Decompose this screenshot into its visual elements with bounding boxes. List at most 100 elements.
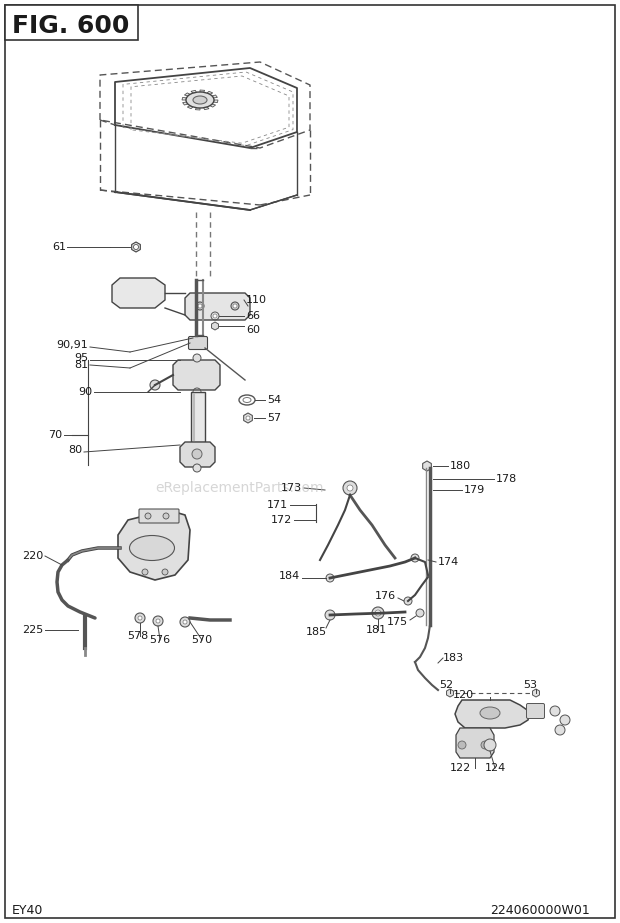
Circle shape: [153, 616, 163, 626]
Text: 60: 60: [246, 325, 260, 335]
Circle shape: [196, 302, 204, 310]
Circle shape: [150, 380, 160, 390]
Ellipse shape: [186, 92, 214, 108]
Circle shape: [326, 574, 334, 582]
Text: 54: 54: [267, 395, 281, 405]
Circle shape: [231, 302, 239, 310]
Polygon shape: [212, 95, 218, 98]
Circle shape: [481, 741, 489, 749]
Ellipse shape: [193, 96, 207, 104]
Polygon shape: [182, 98, 187, 100]
Text: 183: 183: [443, 653, 464, 663]
Polygon shape: [173, 360, 220, 390]
Circle shape: [550, 706, 560, 716]
Polygon shape: [211, 322, 218, 330]
Text: 66: 66: [246, 311, 260, 321]
Ellipse shape: [243, 398, 251, 402]
Circle shape: [458, 741, 466, 749]
Circle shape: [145, 513, 151, 519]
Circle shape: [198, 304, 202, 308]
Circle shape: [372, 607, 384, 619]
Circle shape: [325, 610, 335, 620]
Bar: [191, 392, 205, 442]
Polygon shape: [183, 102, 188, 105]
Circle shape: [163, 513, 169, 519]
Text: 80: 80: [68, 445, 82, 455]
FancyBboxPatch shape: [188, 337, 208, 350]
Text: 175: 175: [387, 617, 408, 627]
Polygon shape: [185, 293, 250, 320]
Text: 61: 61: [52, 242, 66, 252]
Circle shape: [375, 610, 381, 616]
Polygon shape: [112, 278, 165, 308]
Text: 57: 57: [267, 413, 281, 423]
Text: 171: 171: [267, 500, 288, 510]
Text: 81: 81: [74, 360, 88, 370]
FancyBboxPatch shape: [139, 509, 179, 523]
Polygon shape: [200, 90, 205, 92]
Text: EY40: EY40: [12, 904, 43, 917]
Text: FIG. 600: FIG. 600: [12, 14, 130, 38]
Circle shape: [246, 416, 250, 420]
Polygon shape: [207, 91, 213, 94]
Ellipse shape: [130, 535, 174, 560]
Polygon shape: [203, 107, 209, 110]
Text: 179: 179: [464, 485, 485, 495]
Circle shape: [193, 464, 201, 472]
Text: 176: 176: [375, 591, 396, 601]
Text: 224060000W01: 224060000W01: [490, 904, 590, 917]
Text: 122: 122: [450, 763, 471, 773]
Circle shape: [138, 616, 142, 620]
Circle shape: [193, 354, 201, 362]
Polygon shape: [244, 413, 252, 423]
Text: 172: 172: [271, 515, 292, 525]
Text: 225: 225: [22, 625, 43, 635]
Polygon shape: [210, 104, 216, 107]
Polygon shape: [195, 108, 200, 110]
Text: 184: 184: [279, 571, 300, 581]
Polygon shape: [191, 90, 197, 93]
Text: 120: 120: [453, 690, 474, 700]
Polygon shape: [180, 442, 215, 467]
Text: 90,91: 90,91: [56, 340, 88, 350]
Circle shape: [555, 725, 565, 735]
Circle shape: [133, 245, 138, 249]
Text: 220: 220: [22, 551, 43, 561]
Polygon shape: [118, 510, 190, 580]
Circle shape: [213, 314, 217, 318]
Polygon shape: [213, 100, 218, 102]
Circle shape: [183, 620, 187, 624]
Circle shape: [135, 613, 145, 623]
Text: eReplacementParts.com: eReplacementParts.com: [156, 481, 324, 495]
Text: 110: 110: [246, 295, 267, 305]
Text: 181: 181: [365, 625, 386, 635]
Circle shape: [142, 569, 148, 575]
Circle shape: [560, 715, 570, 725]
Text: 570: 570: [192, 635, 213, 645]
Text: 174: 174: [438, 557, 459, 567]
Circle shape: [411, 554, 419, 562]
Text: 70: 70: [48, 430, 62, 440]
Text: 578: 578: [127, 631, 149, 641]
Polygon shape: [533, 689, 539, 697]
Text: 180: 180: [450, 461, 471, 471]
Circle shape: [156, 619, 160, 623]
Circle shape: [416, 609, 424, 617]
FancyBboxPatch shape: [526, 703, 544, 718]
Text: 95: 95: [74, 353, 88, 363]
Polygon shape: [131, 242, 140, 252]
Polygon shape: [423, 461, 432, 471]
Circle shape: [180, 617, 190, 627]
Circle shape: [162, 569, 168, 575]
Polygon shape: [446, 689, 453, 697]
Text: 185: 185: [306, 627, 327, 637]
Circle shape: [233, 304, 237, 308]
Polygon shape: [184, 93, 190, 96]
Polygon shape: [187, 105, 193, 109]
Bar: [5, 5, 138, 40]
Circle shape: [343, 481, 357, 495]
Text: 178: 178: [496, 474, 517, 484]
Text: 173: 173: [281, 483, 302, 493]
Polygon shape: [456, 728, 494, 758]
Text: 576: 576: [149, 635, 170, 645]
